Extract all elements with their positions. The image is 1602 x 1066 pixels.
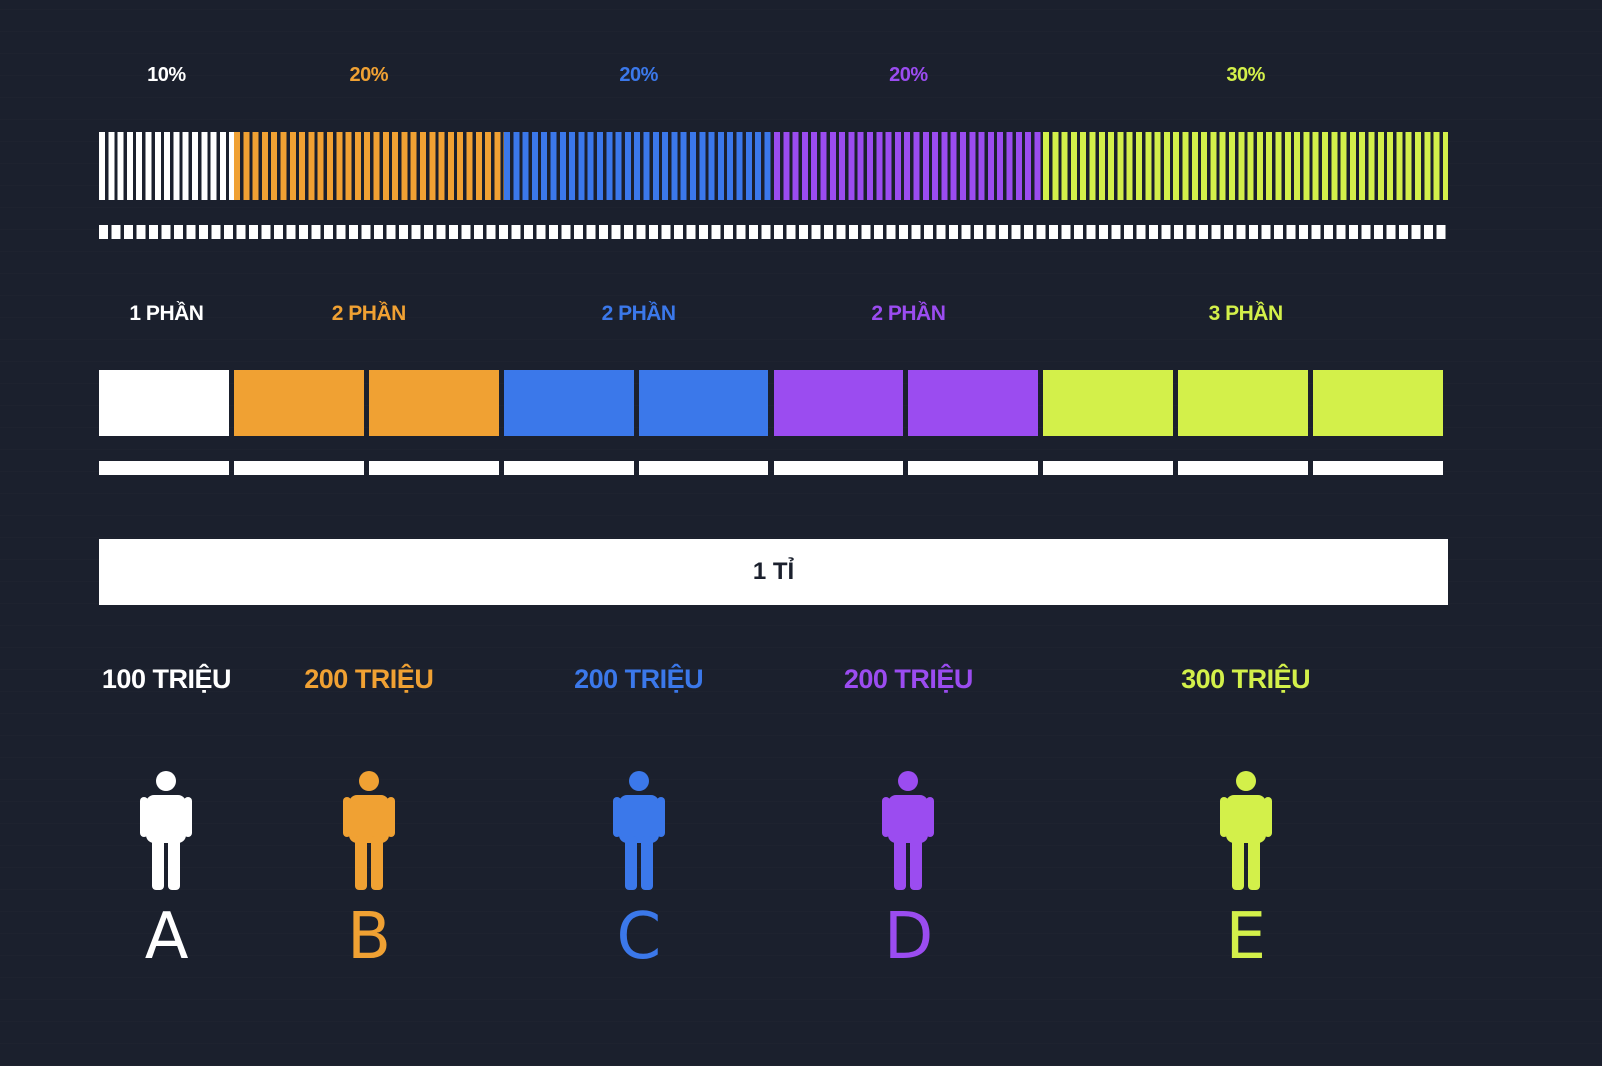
total-label: 1 TỈ [752, 558, 795, 585]
striped-segment-d [773, 132, 1044, 200]
person-icon [1219, 771, 1272, 890]
striped-segment-e [1043, 132, 1448, 200]
person-letter-e: E [1225, 900, 1266, 974]
part-block-d-1 [773, 370, 904, 436]
parts-label-e: 3 PHẦN [1208, 302, 1284, 325]
striped-segment-a [99, 132, 234, 200]
percent-label-e: 30% [1226, 64, 1265, 86]
part-block-d-2 [908, 370, 1039, 436]
part-underline-c-1 [503, 461, 634, 475]
person-letter-d: D [884, 900, 933, 974]
percent-label-c: 20% [619, 64, 658, 86]
part-block-e-1 [1043, 370, 1174, 436]
amount-label-d: 200 TRIỆU [843, 664, 974, 694]
person-icon [342, 771, 395, 890]
part-block-c-2 [638, 370, 769, 436]
part-underline-e-3 [1313, 461, 1443, 475]
striped-segment-c [503, 132, 774, 200]
person-icon [612, 771, 665, 890]
part-block-b-2 [368, 370, 499, 436]
percent-label-b: 20% [349, 64, 389, 86]
amount-label-a: 100 TRIỆU [101, 664, 232, 694]
part-block-b-1 [233, 370, 364, 436]
part-underline-c-2 [638, 461, 769, 475]
part-underline-a-1 [99, 461, 229, 475]
person-letter-c: C [616, 900, 662, 974]
striped-segment-b [233, 132, 504, 200]
percent-label-a: 10% [147, 64, 186, 86]
part-block-e-3 [1313, 370, 1443, 436]
part-underline-b-1 [233, 461, 364, 475]
part-underline-e-1 [1043, 461, 1174, 475]
part-underline-d-1 [773, 461, 904, 475]
person-icon [140, 771, 193, 890]
part-underline-e-2 [1178, 461, 1309, 475]
person-letter-a: A [144, 900, 189, 974]
parts-label-c: 2 PHẦN [601, 302, 677, 325]
parts-label-b: 2 PHẦN [331, 302, 407, 325]
amount-label-e: 300 TRIỆU [1181, 664, 1311, 694]
parts-label-d: 2 PHẦN [871, 302, 946, 325]
amount-label-b: 200 TRIỆU [304, 664, 434, 694]
part-underline-d-2 [908, 461, 1039, 475]
dotted-divider [99, 225, 1448, 239]
parts-label-a: 1 PHẦN [129, 302, 204, 325]
person-icon [882, 771, 935, 890]
part-block-c-1 [503, 370, 634, 436]
person-letter-b: B [347, 900, 391, 974]
part-block-e-2 [1178, 370, 1309, 436]
part-block-a-1 [99, 370, 229, 436]
percent-label-d: 20% [889, 64, 928, 86]
total-bar: 1 TỈ [99, 539, 1448, 605]
amount-label-c: 200 TRIỆU [574, 664, 704, 694]
part-underline-b-2 [368, 461, 499, 475]
